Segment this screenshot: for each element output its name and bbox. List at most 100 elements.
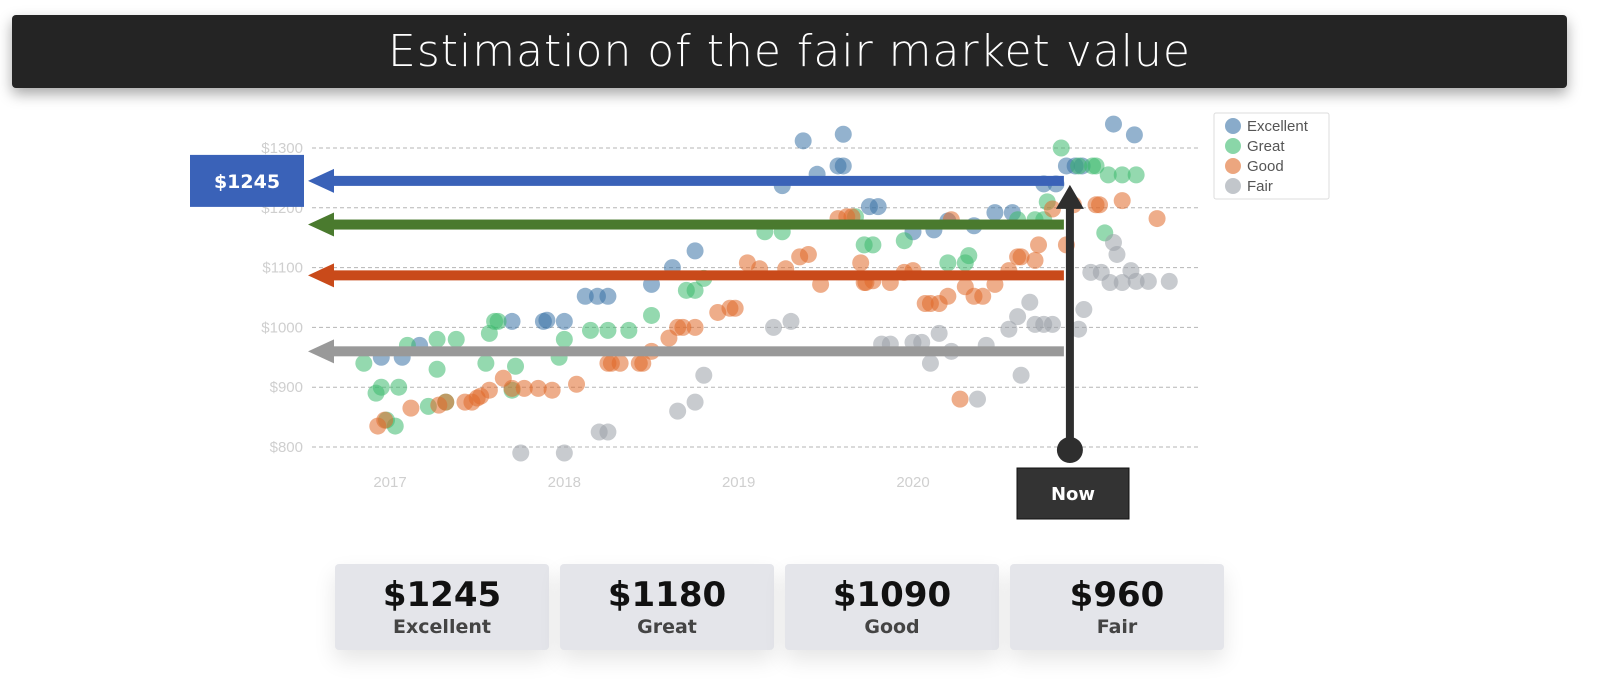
estimate-badge	[190, 154, 304, 207]
data-point-great	[939, 254, 957, 272]
data-point-fair	[1127, 272, 1145, 290]
data-point-great	[1052, 139, 1070, 157]
data-point-good	[1043, 200, 1061, 218]
arrow-head-great	[308, 212, 334, 237]
data-point-excellent	[576, 287, 594, 305]
data-point-fair	[1113, 274, 1131, 292]
data-point-great	[864, 236, 882, 254]
legend-box	[1213, 112, 1330, 200]
now-dot	[1056, 437, 1083, 463]
data-point-great	[1113, 166, 1131, 184]
estimate-line-great	[328, 219, 1064, 230]
data-point-good	[1030, 236, 1048, 254]
page-title: Estimation of the fair market value	[388, 26, 1191, 77]
now-label-box	[1016, 467, 1130, 520]
data-point-great	[477, 354, 495, 372]
legend-label: Fair	[1247, 178, 1273, 195]
now-stem	[1065, 196, 1074, 449]
data-point-fair	[555, 444, 573, 462]
data-point-good	[611, 354, 629, 372]
data-point-good	[951, 390, 969, 408]
card-great: $1180 Great	[560, 564, 774, 650]
data-point-great	[643, 306, 660, 324]
data-point-fair	[1000, 320, 1018, 338]
data-point-fair	[1021, 293, 1039, 311]
data-point-good	[852, 254, 870, 272]
data-point-fair	[1043, 315, 1061, 333]
data-point-fair	[1009, 308, 1027, 326]
estimate-line-good	[328, 270, 1064, 281]
data-point-excellent	[834, 157, 852, 175]
card-good: $1090 Good	[785, 564, 999, 650]
y-tick-label: $1300	[261, 140, 303, 157]
data-point-great	[1070, 157, 1088, 175]
data-point-good	[726, 299, 744, 317]
data-point-fair	[669, 402, 687, 420]
legend-marker-great	[1225, 138, 1241, 154]
y-tick-label: $1000	[261, 319, 303, 336]
y-tick-label: $800	[270, 439, 303, 456]
data-point-good	[402, 399, 420, 417]
data-point-good	[634, 354, 652, 372]
data-point-good	[503, 379, 521, 397]
card-label: Fair	[1096, 616, 1138, 638]
data-point-great	[372, 378, 390, 396]
x-tick-label: 2019	[722, 474, 755, 491]
data-point-good	[543, 381, 561, 399]
data-point-great	[960, 247, 978, 265]
data-point-fair	[1139, 272, 1157, 290]
data-point-good	[376, 411, 394, 429]
data-point-fair	[686, 393, 704, 411]
data-point-great	[895, 232, 913, 250]
data-point-fair	[1075, 300, 1093, 318]
data-point-great	[507, 357, 525, 375]
legend-marker-good	[1225, 158, 1241, 174]
x-tick-label: 2020	[896, 474, 929, 491]
card-fair: $960 Fair	[1010, 564, 1224, 650]
data-point-fair	[782, 312, 800, 330]
data-point-good	[437, 393, 455, 411]
legend-marker-excellent	[1225, 118, 1241, 134]
data-point-excellent	[1125, 126, 1143, 144]
data-point-great	[599, 321, 617, 339]
data-point-good	[515, 379, 533, 397]
data-point-great	[428, 330, 446, 348]
data-point-good	[1012, 248, 1030, 266]
data-point-good	[799, 245, 817, 263]
data-point-good	[1026, 251, 1044, 269]
data-point-excellent	[503, 312, 521, 330]
data-point-fair	[1070, 320, 1088, 338]
data-point-great	[581, 321, 599, 339]
data-point-good	[674, 318, 692, 336]
data-point-good	[568, 375, 586, 393]
data-point-great	[686, 281, 704, 299]
card-label: Excellent	[393, 616, 491, 638]
data-point-great	[428, 360, 446, 378]
data-point-good	[939, 287, 957, 305]
data-point-excellent	[834, 125, 852, 143]
data-point-excellent	[538, 311, 556, 329]
data-point-excellent	[686, 242, 704, 260]
data-point-good	[1113, 192, 1131, 210]
card-value: $1090	[832, 575, 952, 615]
data-point-fair	[969, 390, 987, 408]
data-point-fair	[930, 324, 948, 342]
data-point-good	[529, 379, 547, 397]
data-point-excellent	[599, 287, 617, 305]
data-point-excellent	[555, 312, 573, 330]
data-point-good	[1148, 210, 1166, 228]
data-point-excellent	[1104, 115, 1122, 133]
data-point-excellent	[869, 198, 887, 216]
data-point-great	[1087, 157, 1105, 175]
data-point-great	[447, 330, 465, 348]
data-point-fair	[695, 366, 713, 384]
data-point-fair	[921, 354, 939, 372]
data-point-great	[489, 312, 507, 330]
data-point-great	[1099, 166, 1117, 184]
y-tick-label: $900	[270, 379, 303, 396]
data-point-great	[555, 330, 573, 348]
data-point-great	[390, 378, 408, 396]
data-point-good	[974, 287, 992, 305]
legend-label: Excellent	[1247, 118, 1309, 135]
arrow-head-excellent	[308, 168, 334, 193]
